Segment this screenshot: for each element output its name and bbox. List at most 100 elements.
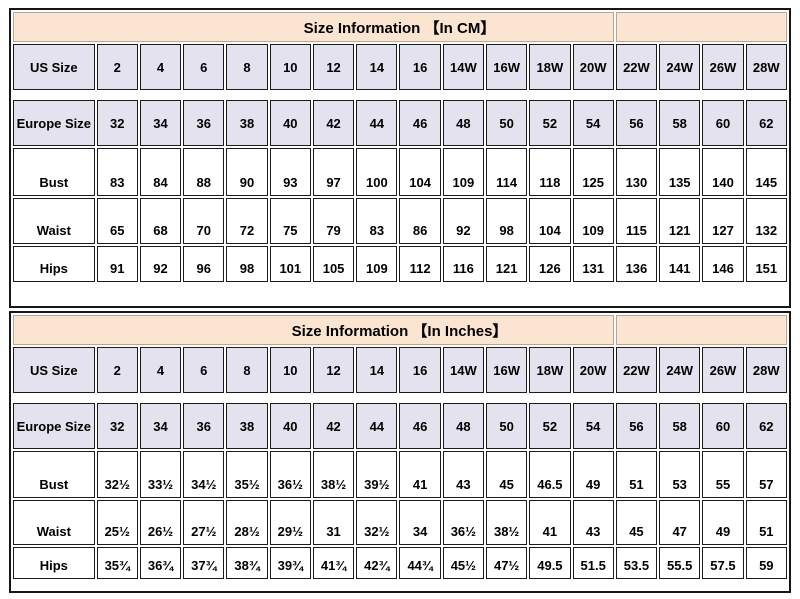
- size-value-cell: 51: [745, 500, 787, 545]
- size-value-cell: 28½: [226, 500, 268, 545]
- size-value-cell: 49: [572, 451, 614, 498]
- size-value-cell: 32½: [96, 451, 138, 498]
- size-value-cell: 25½: [96, 500, 138, 545]
- size-value-cell: 27½: [183, 500, 225, 545]
- size-value-cell: 130: [615, 148, 658, 196]
- size-value-cell: 26W: [702, 347, 744, 393]
- size-value-cell: 49: [702, 500, 744, 545]
- size-value-cell: 20W: [572, 347, 614, 393]
- size-value-cell: 125: [572, 148, 614, 196]
- size-value-cell: 92: [442, 198, 484, 244]
- size-value-cell: 38¾: [226, 547, 268, 579]
- size-value-cell: 38½: [312, 451, 355, 498]
- size-value-cell: 75: [269, 198, 311, 244]
- table-row-europe-size: Europe Size 32 34 36 38 40 42 44 46 48 50 52 54 56 58 6…: [13, 100, 787, 146]
- size-value-cell: 41: [529, 500, 571, 545]
- table-title-inches: Size Information 【In Inches】: [13, 315, 614, 345]
- size-value-cell: 32: [96, 403, 138, 449]
- table-row-waist: Waist 25½ 26½ 27½ 28½ 29½ 31 32½ 34 36½ 38½ 41 43 45 4…: [13, 500, 787, 545]
- size-value-cell: 146: [702, 246, 744, 282]
- size-value-cell: 34: [399, 500, 441, 545]
- size-table-cm: Size Information 【In CM】 US Size 2 4 6 8 10 12…: [9, 8, 791, 308]
- row-label-europe-size: Europe Size: [13, 100, 95, 146]
- size-value-cell: 43: [442, 451, 484, 498]
- size-value-cell: 60: [702, 100, 744, 146]
- size-value-cell: 98: [226, 246, 268, 282]
- size-value-cell: 4: [139, 347, 182, 393]
- size-value-cell: 35¾: [96, 547, 138, 579]
- size-value-cell: 50: [486, 403, 528, 449]
- size-value-cell: 62: [745, 100, 787, 146]
- size-value-cell: 34: [139, 100, 182, 146]
- size-value-cell: 36½: [442, 500, 484, 545]
- size-value-cell: 56: [615, 403, 658, 449]
- size-value-cell: 48: [442, 100, 484, 146]
- size-value-cell: 60: [702, 403, 744, 449]
- size-value-cell: 34: [139, 403, 182, 449]
- size-value-cell: 47: [659, 500, 701, 545]
- size-value-cell: 50: [486, 100, 528, 146]
- size-value-cell: 55: [702, 451, 744, 498]
- size-value-cell: 42¾: [356, 547, 398, 579]
- size-value-cell: 57.5: [702, 547, 744, 579]
- size-value-cell: 10: [269, 44, 311, 90]
- table-title-row: Size Information 【In CM】: [13, 12, 787, 42]
- size-value-cell: 26W: [702, 44, 744, 90]
- size-value-cell: 6: [183, 44, 225, 90]
- size-value-cell: 92: [139, 246, 182, 282]
- size-value-cell: 45: [486, 451, 528, 498]
- size-value-cell: 79: [312, 198, 355, 244]
- size-value-cell: 68: [139, 198, 182, 244]
- size-value-cell: 54: [572, 100, 614, 146]
- table-row-us-size: US Size 2 4 6 8 10 12 14 16 14W 16W 18W 20W 22W 24W 26W…: [13, 347, 787, 393]
- size-value-cell: 100: [356, 148, 398, 196]
- size-value-cell: 34½: [183, 451, 225, 498]
- size-value-cell: 83: [96, 148, 138, 196]
- size-value-cell: 112: [399, 246, 441, 282]
- size-value-cell: 49.5: [529, 547, 571, 579]
- size-value-cell: 10: [269, 347, 311, 393]
- size-table-inches: Size Information 【In Inches】 US Size 2 4 6 8…: [9, 311, 791, 593]
- size-value-cell: 28W: [745, 44, 787, 90]
- size-value-cell: 72: [226, 198, 268, 244]
- table-row-hips: Hips 91 92 96 98 101 105 109 112 116 121 126 131 136 1…: [13, 246, 787, 282]
- size-value-cell: 40: [269, 100, 311, 146]
- size-value-cell: 70: [183, 198, 225, 244]
- row-label-europe-size: Europe Size: [13, 403, 95, 449]
- size-value-cell: 33½: [139, 451, 182, 498]
- size-value-cell: 90: [226, 148, 268, 196]
- size-value-cell: 105: [312, 246, 355, 282]
- size-value-cell: 45½: [442, 547, 484, 579]
- table-row-hips: Hips 35¾ 36¾ 37¾ 38¾ 39¾ 41¾ 42¾ 44¾ 45½ 47½ 49.5 51…: [13, 547, 787, 579]
- size-value-cell: 56: [615, 100, 658, 146]
- row-label-hips: Hips: [13, 547, 95, 579]
- table-title-spacer-cell: [615, 12, 787, 42]
- size-value-cell: 36: [183, 100, 225, 146]
- size-value-cell: 38: [226, 100, 268, 146]
- size-value-cell: 136: [615, 246, 658, 282]
- size-value-cell: 116: [442, 246, 484, 282]
- size-value-cell: 42: [312, 100, 355, 146]
- table-row-us-size: US Size 2 4 6 8 10 12 14 16 14W 16W 18W 20W 22W 24W 26W…: [13, 44, 787, 90]
- size-value-cell: 109: [356, 246, 398, 282]
- size-value-cell: 36: [183, 403, 225, 449]
- size-value-cell: 42: [312, 403, 355, 449]
- size-value-cell: 115: [615, 198, 658, 244]
- row-label-waist: Waist: [13, 500, 95, 545]
- size-value-cell: 6: [183, 347, 225, 393]
- size-value-cell: 141: [659, 246, 701, 282]
- size-value-cell: 104: [529, 198, 571, 244]
- size-value-cell: 43: [572, 500, 614, 545]
- size-value-cell: 121: [659, 198, 701, 244]
- row-label-bust: Bust: [13, 148, 95, 196]
- row-label-hips: Hips: [13, 246, 95, 282]
- table-title-row: Size Information 【In Inches】: [13, 315, 787, 345]
- size-value-cell: 84: [139, 148, 182, 196]
- table-row-bust: Bust 83 84 88 90 93 97 100 104 109 114 118 125 130 135…: [13, 148, 787, 196]
- size-value-cell: 47½: [486, 547, 528, 579]
- table-row-europe-size: Europe Size 32 34 36 38 40 42 44 46 48 50 52 54 56 58 6…: [13, 403, 787, 449]
- size-value-cell: 22W: [615, 347, 658, 393]
- size-value-cell: 18W: [529, 347, 571, 393]
- row-label-us-size: US Size: [13, 347, 95, 393]
- size-value-cell: 59: [745, 547, 787, 579]
